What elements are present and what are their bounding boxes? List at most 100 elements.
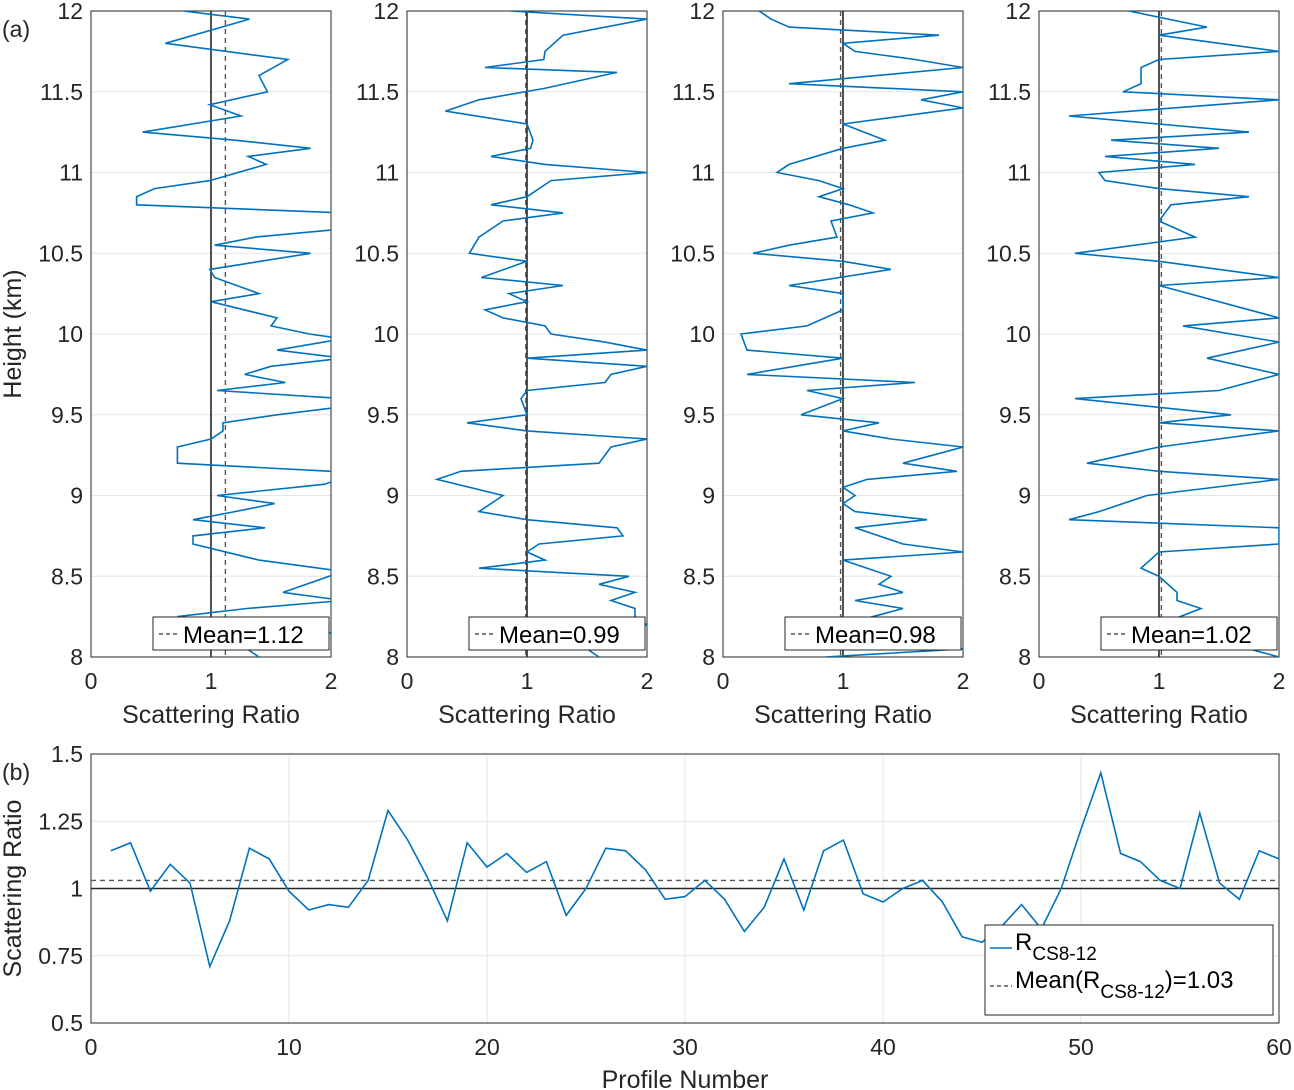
x-tick-label: 1 <box>205 668 218 694</box>
panel-label: (b) <box>2 759 30 785</box>
profile-series <box>135 11 331 657</box>
legend: Mean=0.98 <box>784 616 962 651</box>
legend-box <box>784 616 962 651</box>
y-tick-label: 9 <box>702 483 715 509</box>
y-tick-label: 0.5 <box>51 1010 83 1036</box>
y-tick-label: 0.75 <box>38 943 83 969</box>
y-tick-label: 8 <box>1018 644 1031 670</box>
y-axis-label: Scattering Ratio <box>0 800 27 978</box>
legend: Mean=1.12 <box>152 616 330 651</box>
panel-5: 0 10 20 30 40 50 60 0.5 0.75 1 1.25 1.5 Profile Numb… <box>0 741 1292 1090</box>
legend-text-suffix: )=1.03 <box>1165 967 1234 994</box>
x-tick-label: 1 <box>837 668 850 694</box>
y-tick-label: 10 <box>57 321 83 347</box>
x-tick-label: 2 <box>641 668 654 694</box>
y-tick-label: 8.5 <box>51 563 83 589</box>
y-tick-label: 11 <box>1007 160 1031 186</box>
y-tick-label: 1.5 <box>51 741 83 767</box>
legend-text: R <box>1015 929 1032 956</box>
y-tick-label: 9.5 <box>51 402 83 428</box>
y-tick-label: 10 <box>689 321 715 347</box>
y-tick-label: 11.5 <box>988 79 1031 105</box>
x-tick-label: 0 <box>717 668 730 694</box>
legend: Mean=0.99 <box>468 616 646 651</box>
legend-mean-label: Mean=1.02 <box>1131 622 1252 649</box>
y-tick-label: 1 <box>70 876 83 902</box>
y-tick-label: 8.5 <box>683 563 715 589</box>
legend-box <box>468 616 646 651</box>
y-tick-label: 9 <box>1018 483 1031 509</box>
y-tick-label: 9.5 <box>999 402 1031 428</box>
legend-series-label: RCS8-12 <box>1015 929 1097 965</box>
plot-area <box>91 769 1279 970</box>
y-tick-label: 9 <box>70 483 83 509</box>
x-tick-label: 2 <box>957 668 970 694</box>
y-tick-label: 11.5 <box>40 79 83 105</box>
legend-mean-label: Mean=1.12 <box>183 622 304 649</box>
y-tick-label: 9 <box>386 483 399 509</box>
legend-subscript: CS8-12 <box>1100 982 1164 1003</box>
y-tick-label: 11.5 <box>672 79 715 105</box>
y-tick-label: 9.5 <box>367 402 399 428</box>
x-axis-label: Profile Number <box>602 1066 769 1090</box>
y-tick-label: 10.5 <box>354 240 399 266</box>
x-tick-label: 0 <box>1033 668 1046 694</box>
x-tick-label: 20 <box>474 1034 500 1060</box>
plot-area <box>434 11 647 657</box>
x-tick-label: 0 <box>85 668 98 694</box>
y-tick-label: 8 <box>386 644 399 670</box>
x-tick-label: 50 <box>1068 1034 1094 1060</box>
profile-series <box>434 11 647 657</box>
y-tick-label: 8 <box>702 644 715 670</box>
legend-mean-label: Mean=0.98 <box>815 622 936 649</box>
profile-series <box>1068 11 1279 657</box>
x-tick-label: 40 <box>870 1034 896 1060</box>
y-tick-label: 11 <box>375 160 399 186</box>
y-tick-label: 1.25 <box>38 808 83 834</box>
y-tick-label: 8 <box>70 644 83 670</box>
y-tick-label: 11 <box>691 160 715 186</box>
x-tick-label: 30 <box>672 1034 698 1060</box>
plot-area <box>739 11 963 657</box>
y-tick-label: 12 <box>1005 0 1031 24</box>
y-tick-label: 12 <box>57 0 83 24</box>
y-tick-label: 10.5 <box>986 240 1031 266</box>
y-axis-label: Height (km) <box>0 269 27 398</box>
x-axis-label: Scattering Ratio <box>122 701 300 729</box>
y-tick-label: 10 <box>1005 321 1031 347</box>
legend-text: Mean(R <box>1015 967 1100 994</box>
y-tick-label: 11 <box>59 160 83 186</box>
y-tick-label: 8.5 <box>999 563 1031 589</box>
x-tick-label: 0 <box>85 1034 98 1060</box>
y-tick-label: 10 <box>373 321 399 347</box>
y-tick-label: 8.5 <box>367 563 399 589</box>
legend-mean-label: Mean=0.99 <box>499 622 620 649</box>
profile-series <box>739 11 963 657</box>
panel-label: (a) <box>2 16 30 42</box>
y-tick-label: 10.5 <box>38 240 83 266</box>
legend-box <box>152 616 330 651</box>
x-tick-label: 2 <box>1273 668 1286 694</box>
x-tick-label: 60 <box>1266 1034 1292 1060</box>
x-axis-label: Scattering Ratio <box>438 701 616 729</box>
plot-area <box>135 11 331 657</box>
legend-box <box>1100 616 1278 651</box>
legend-box <box>984 924 1274 1016</box>
x-tick-label: 1 <box>521 668 534 694</box>
scattering-ratio-series <box>110 769 1279 970</box>
x-axis-label: Scattering Ratio <box>754 701 932 729</box>
x-tick-label: 2 <box>325 668 338 694</box>
x-axis-label: Scattering Ratio <box>1070 701 1248 729</box>
x-tick-label: 0 <box>401 668 414 694</box>
x-tick-label: 10 <box>276 1034 302 1060</box>
legend-subscript: CS8-12 <box>1032 944 1096 965</box>
y-tick-label: 10.5 <box>670 240 715 266</box>
y-tick-label: 12 <box>689 0 715 24</box>
legend-mean-label: Mean(RCS8-12)=1.03 <box>1015 967 1234 1003</box>
